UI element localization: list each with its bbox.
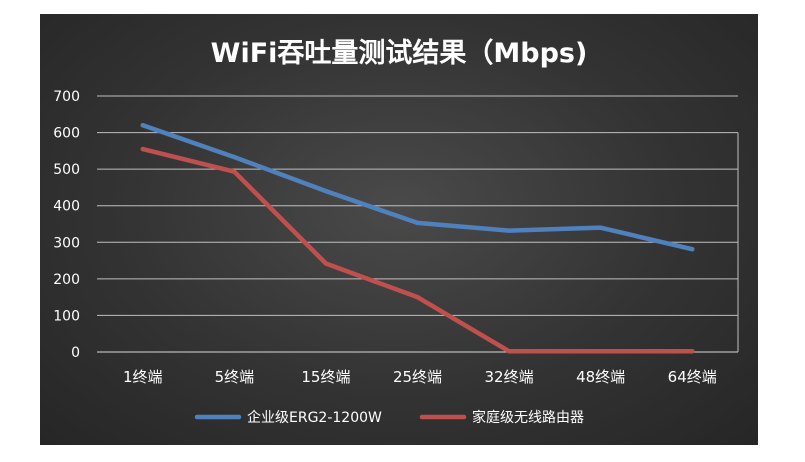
data-point [232, 169, 237, 174]
data-point [690, 247, 695, 252]
series-line-2 [140, 146, 695, 354]
data-point [506, 349, 512, 354]
y-tick-label: 400 [53, 199, 80, 215]
data-point [415, 294, 420, 300]
series-line-1 [140, 123, 695, 252]
data-point [323, 188, 329, 194]
data-point [415, 220, 420, 226]
data-point [690, 349, 695, 354]
y-tick-label: 700 [53, 89, 80, 105]
line-chart: WiFi吞吐量测试结果（Mbps) 0 100 200 300 400 500 600 700… [53, 38, 739, 426]
data-point [140, 146, 145, 152]
data-point [598, 349, 603, 354]
y-tick-label: 100 [53, 308, 80, 324]
x-tick-label: 48终端 [576, 368, 625, 386]
x-tick-label: 15终端 [301, 368, 350, 386]
y-tick-label: 200 [53, 272, 80, 288]
x-tick-label: 64终端 [668, 368, 717, 386]
legend: 企业级ERG2-1200W 家庭级无线路由器 [194, 409, 584, 426]
x-tick-label: 1终端 [123, 368, 163, 386]
chart-title: WiFi吞吐量测试结果（Mbps) [211, 38, 588, 69]
data-point [323, 261, 329, 266]
legend-label-1: 企业级ERG2-1200W [247, 409, 382, 426]
series-lines [140, 123, 695, 354]
y-tick-label: 0 [71, 345, 80, 361]
x-tick-label: 5终端 [215, 368, 255, 386]
data-point [506, 228, 512, 233]
data-point [140, 123, 145, 128]
data-point [232, 154, 237, 160]
x-tick-label: 32终端 [485, 368, 534, 386]
y-tick-label: 500 [53, 162, 80, 178]
y-axis-ticks: 0 100 200 300 400 500 600 700 [53, 89, 80, 361]
legend-label-2: 家庭级无线路由器 [472, 409, 584, 426]
gridlines [97, 95, 739, 353]
y-tick-label: 300 [53, 235, 80, 251]
chart-frame: WiFi吞吐量测试结果（Mbps) 0 100 200 300 400 500 600 700… [40, 14, 758, 445]
x-tick-label: 25终端 [393, 368, 442, 386]
y-tick-label: 600 [53, 126, 80, 142]
data-point [598, 225, 603, 230]
x-axis-ticks: 1终端 5终端 15终端 25终端 32终端 48终端 64终端 [123, 368, 717, 386]
